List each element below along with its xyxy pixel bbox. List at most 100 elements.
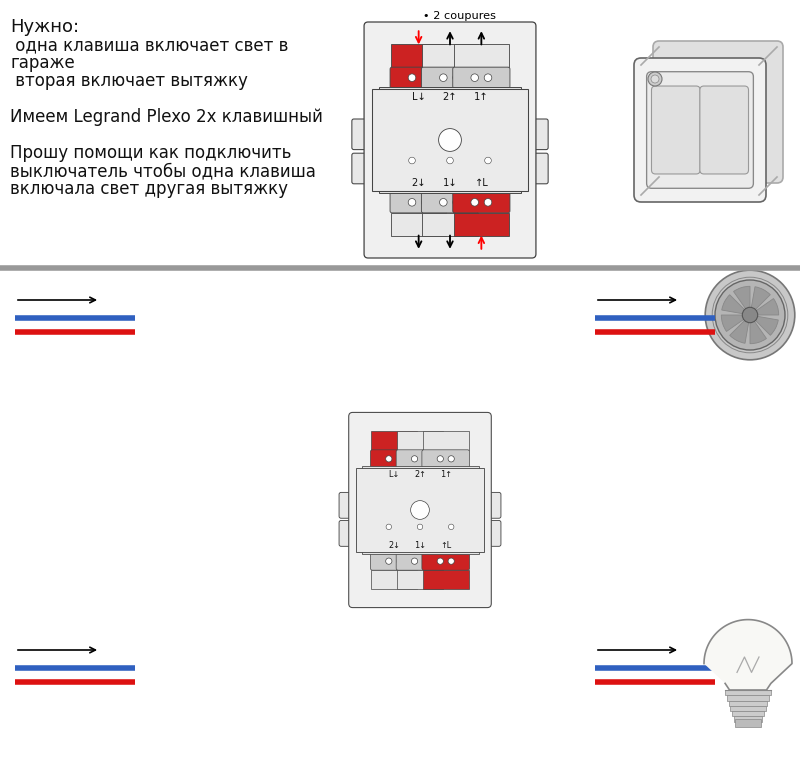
Circle shape <box>715 280 785 350</box>
FancyBboxPatch shape <box>396 552 444 570</box>
Text: Имеем Legrand Plexo 2х клавишный: Имеем Legrand Plexo 2х клавишный <box>10 108 323 126</box>
Wedge shape <box>730 315 750 343</box>
Circle shape <box>397 558 403 564</box>
FancyBboxPatch shape <box>454 213 509 235</box>
Circle shape <box>437 558 443 564</box>
FancyBboxPatch shape <box>422 213 478 235</box>
Text: Нужно:: Нужно: <box>10 18 79 36</box>
FancyBboxPatch shape <box>339 493 357 518</box>
FancyBboxPatch shape <box>422 450 470 468</box>
Circle shape <box>706 270 794 360</box>
FancyBboxPatch shape <box>423 569 469 589</box>
Circle shape <box>448 455 454 462</box>
Circle shape <box>471 74 478 81</box>
FancyBboxPatch shape <box>391 44 446 68</box>
FancyBboxPatch shape <box>651 86 700 174</box>
Circle shape <box>485 157 491 164</box>
Circle shape <box>648 72 662 86</box>
Circle shape <box>418 524 422 530</box>
FancyBboxPatch shape <box>352 119 373 150</box>
Circle shape <box>422 455 429 462</box>
Wedge shape <box>750 287 770 315</box>
FancyBboxPatch shape <box>397 569 443 589</box>
Text: одна клавиша включает свет в: одна клавиша включает свет в <box>10 36 288 54</box>
Text: 2↓: 2↓ <box>411 178 426 188</box>
FancyBboxPatch shape <box>397 431 443 451</box>
Polygon shape <box>734 716 762 722</box>
Text: гараже: гараже <box>10 54 74 72</box>
FancyBboxPatch shape <box>422 192 478 213</box>
Bar <box>362 516 478 553</box>
Text: 1↓: 1↓ <box>442 178 458 188</box>
FancyBboxPatch shape <box>352 153 373 184</box>
FancyBboxPatch shape <box>396 450 444 468</box>
Circle shape <box>439 199 447 206</box>
FancyBboxPatch shape <box>527 153 548 184</box>
Text: ↑L: ↑L <box>474 178 488 188</box>
FancyBboxPatch shape <box>646 71 754 188</box>
Circle shape <box>438 128 462 151</box>
Text: вторая включает вытяжку: вторая включает вытяжку <box>10 72 248 90</box>
FancyBboxPatch shape <box>364 22 536 258</box>
FancyBboxPatch shape <box>339 521 357 546</box>
Circle shape <box>439 74 447 81</box>
FancyBboxPatch shape <box>370 450 418 468</box>
Circle shape <box>422 558 429 564</box>
Polygon shape <box>727 695 769 701</box>
Circle shape <box>471 199 478 206</box>
Text: 1↑: 1↑ <box>474 92 489 102</box>
Wedge shape <box>750 298 778 315</box>
FancyBboxPatch shape <box>349 412 491 608</box>
Text: Прошу помощи как подключить: Прошу помощи как подключить <box>10 144 291 162</box>
Text: 2↓: 2↓ <box>388 541 400 550</box>
Text: 2↑: 2↑ <box>414 470 426 479</box>
Text: 2↑: 2↑ <box>442 92 458 102</box>
FancyBboxPatch shape <box>700 86 749 174</box>
Circle shape <box>437 455 443 462</box>
Circle shape <box>453 74 461 81</box>
Circle shape <box>411 455 418 462</box>
Bar <box>378 147 522 194</box>
Circle shape <box>408 199 416 206</box>
FancyBboxPatch shape <box>634 58 766 202</box>
Circle shape <box>448 558 454 564</box>
Polygon shape <box>704 619 792 690</box>
Circle shape <box>397 455 403 462</box>
Text: ↑L: ↑L <box>440 541 451 550</box>
Polygon shape <box>732 711 764 716</box>
Polygon shape <box>730 706 766 711</box>
Bar <box>356 468 484 552</box>
Bar <box>378 87 522 132</box>
Circle shape <box>422 74 429 81</box>
FancyBboxPatch shape <box>527 119 548 150</box>
Circle shape <box>453 199 461 206</box>
Circle shape <box>484 74 492 81</box>
Polygon shape <box>729 701 767 706</box>
Bar <box>362 466 478 504</box>
Wedge shape <box>734 286 750 315</box>
FancyBboxPatch shape <box>422 552 470 570</box>
Circle shape <box>484 199 492 206</box>
FancyBboxPatch shape <box>371 569 417 589</box>
FancyBboxPatch shape <box>370 552 418 570</box>
FancyBboxPatch shape <box>454 44 509 68</box>
FancyBboxPatch shape <box>422 44 478 68</box>
Text: 1↓: 1↓ <box>414 541 426 550</box>
Circle shape <box>386 524 391 530</box>
Circle shape <box>408 74 416 81</box>
Circle shape <box>449 524 454 530</box>
FancyBboxPatch shape <box>390 192 447 213</box>
FancyBboxPatch shape <box>422 67 478 88</box>
Text: включала свет другая вытяжку: включала свет другая вытяжку <box>10 180 288 198</box>
Circle shape <box>386 455 392 462</box>
Wedge shape <box>750 315 778 335</box>
Text: L↓: L↓ <box>412 92 426 102</box>
FancyBboxPatch shape <box>653 41 783 183</box>
FancyBboxPatch shape <box>483 493 501 518</box>
FancyBboxPatch shape <box>371 431 417 451</box>
Text: 1↑: 1↑ <box>440 470 452 479</box>
Circle shape <box>422 199 429 206</box>
Wedge shape <box>750 315 766 344</box>
Circle shape <box>386 558 392 564</box>
Text: L↓: L↓ <box>389 470 400 479</box>
